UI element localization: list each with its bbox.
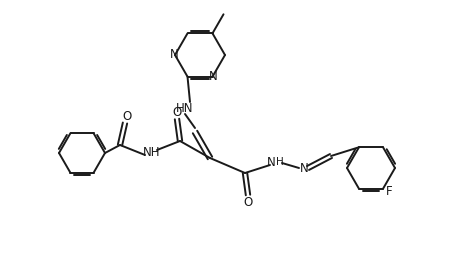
Text: HN: HN — [176, 101, 194, 115]
Text: NH: NH — [143, 147, 161, 159]
Text: N: N — [209, 70, 218, 83]
Text: N: N — [300, 162, 308, 175]
Text: N: N — [267, 156, 275, 168]
Text: H: H — [276, 157, 284, 167]
Text: O: O — [243, 196, 253, 209]
Text: O: O — [172, 106, 182, 119]
Text: N: N — [170, 48, 178, 61]
Text: F: F — [386, 185, 392, 198]
Text: O: O — [122, 110, 132, 122]
